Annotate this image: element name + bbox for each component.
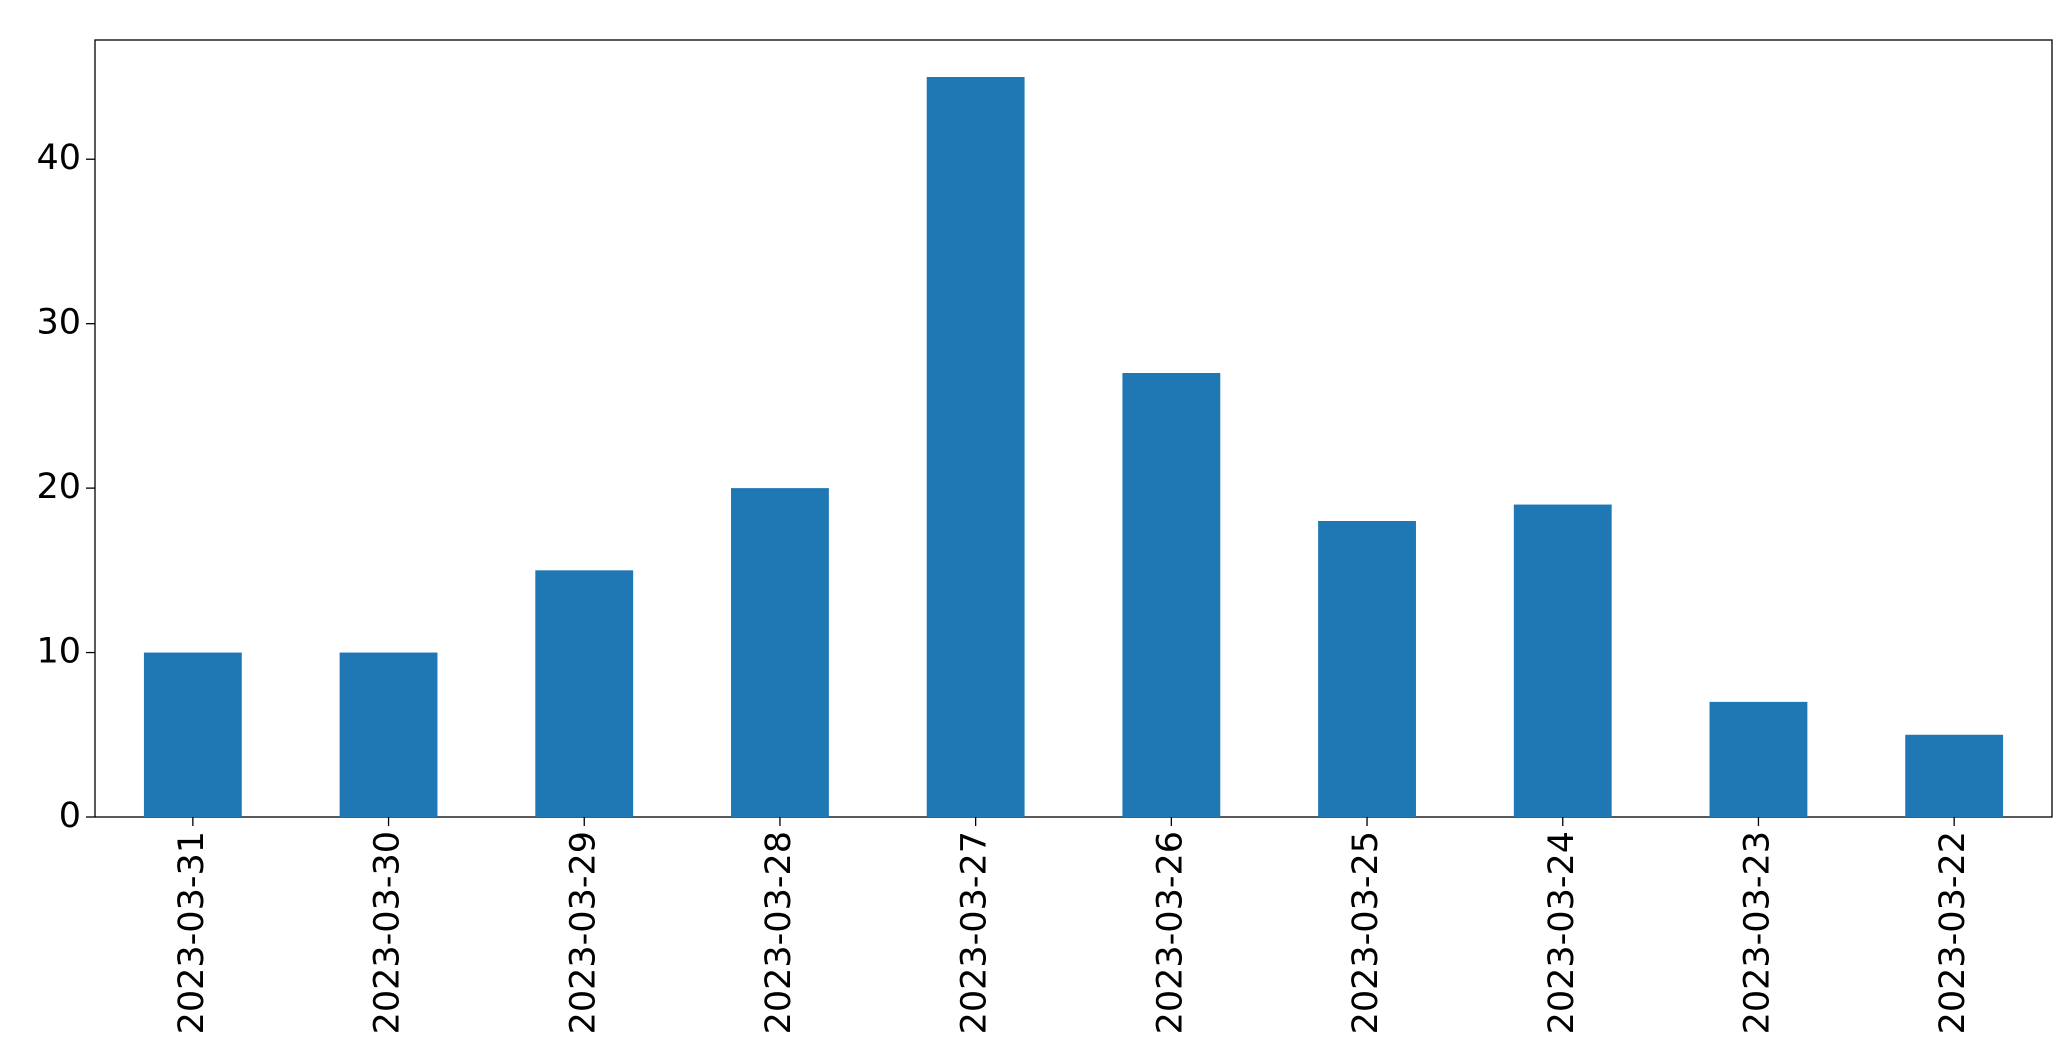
y-tick-label: 40 — [36, 138, 81, 178]
bar — [535, 570, 634, 817]
x-tick-label: 2023-03-22 — [1933, 831, 1973, 1034]
x-tick-label: 2023-03-26 — [1150, 831, 1190, 1034]
y-tick-label: 30 — [36, 303, 81, 343]
bar — [926, 77, 1025, 817]
x-tick-label: 2023-03-28 — [759, 831, 799, 1034]
bar — [731, 488, 829, 817]
y-tick-label: 10 — [36, 632, 81, 672]
y-tick-label: 0 — [59, 796, 81, 836]
bar — [1513, 504, 1612, 817]
x-tick-label: 2023-03-30 — [368, 831, 408, 1034]
bar — [1709, 701, 1808, 817]
y-tick-label: 20 — [36, 467, 81, 507]
x-tick-label: 2023-03-25 — [1346, 831, 1386, 1034]
bar — [339, 652, 438, 817]
x-tick-label: 2023-03-24 — [1542, 831, 1582, 1034]
bar — [143, 652, 242, 817]
bar — [1318, 521, 1416, 817]
x-tick-label: 2023-03-23 — [1737, 831, 1777, 1034]
x-tick-label: 2023-03-31 — [172, 831, 212, 1034]
bar — [1122, 373, 1221, 817]
x-tick-label: 2023-03-29 — [563, 831, 603, 1034]
plot-frame — [94, 39, 2053, 818]
x-tick-label: 2023-03-27 — [955, 831, 995, 1034]
bar — [1905, 734, 2004, 817]
